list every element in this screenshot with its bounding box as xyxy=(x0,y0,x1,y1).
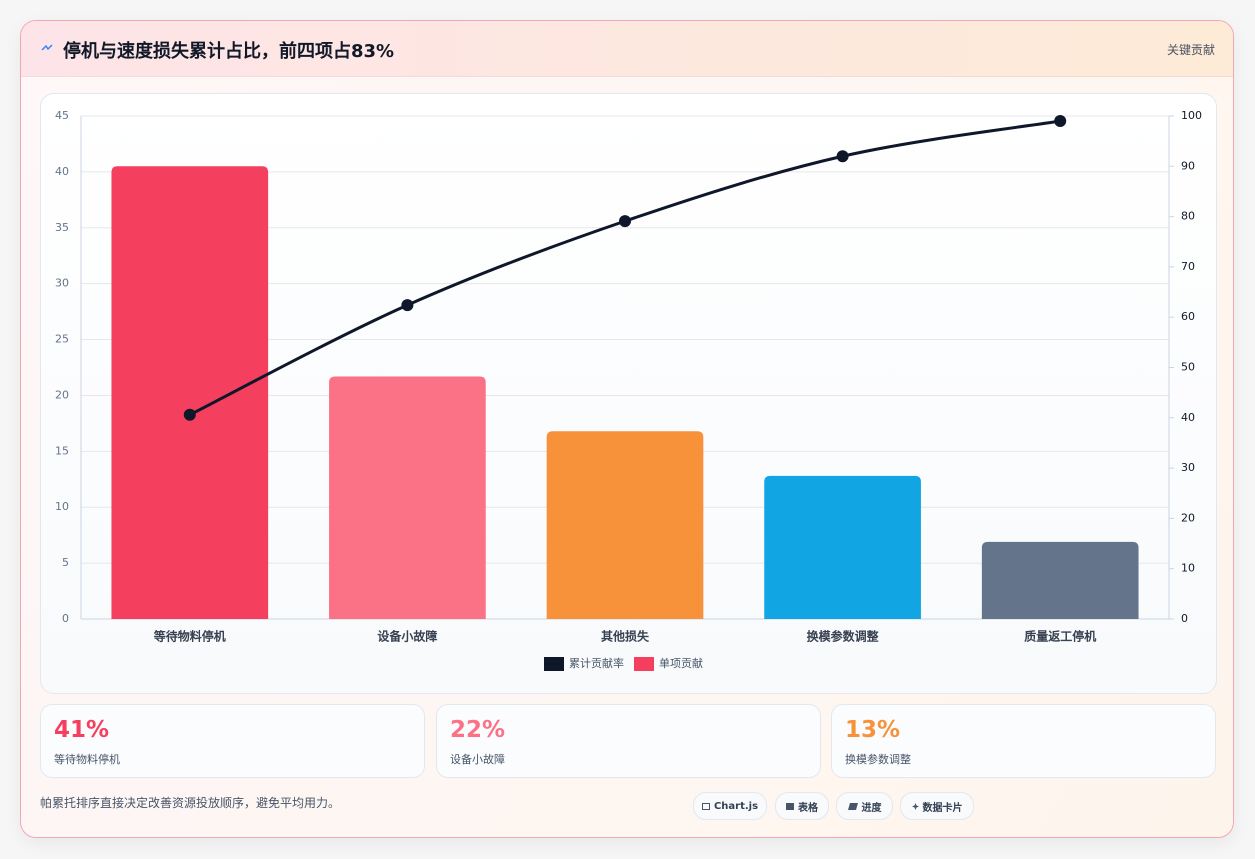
stat-value: 22% xyxy=(450,717,506,743)
y2-tick-label: 0 xyxy=(1181,612,1188,625)
stat-value: 13% xyxy=(845,717,901,743)
point xyxy=(1054,115,1067,128)
y-tick-label: 10 xyxy=(55,500,69,513)
button[interactable]: 数据卡片 xyxy=(900,792,974,820)
x-tick-label: 质量返工停机 xyxy=(1024,629,1096,644)
bar xyxy=(111,166,269,620)
point xyxy=(619,215,631,228)
y2-tick-label: 60 xyxy=(1181,310,1195,323)
y2-tick-label: 90 xyxy=(1181,159,1195,172)
icon xyxy=(41,44,53,51)
x-tick-label: 设备小故障 xyxy=(377,629,437,644)
stat-label: 换模参数调整 xyxy=(845,753,911,766)
stat-card: 13% 换模参数调整 xyxy=(831,704,1216,778)
y-tick-label: 25 xyxy=(55,333,69,346)
y2-tick-label: 40 xyxy=(1181,411,1195,424)
x-tick-label: 等待物料停机 xyxy=(153,629,226,644)
chart-panel: 0 5 10 15 20 25 30 35 40 45 0 10 20 30 40 50 60 70 80 90 100… xyxy=(40,93,1217,694)
button-label: 数据卡片 xyxy=(922,802,963,814)
stat-label: 设备小故障 xyxy=(450,753,505,766)
x-tick-label: 换模参数调整 xyxy=(807,629,879,644)
y-tick-label: 5 xyxy=(62,556,69,569)
legend-label: 单项贡献 xyxy=(659,656,703,670)
y-tick-label: 45 xyxy=(55,109,69,122)
legend-label: 累计贡献率 xyxy=(569,656,624,670)
line xyxy=(189,119,1061,417)
stat-card: 41% 等待物料停机 xyxy=(40,704,425,778)
stat-label: 等待物料停机 xyxy=(54,753,120,766)
button-label: 进度 xyxy=(861,802,882,814)
y2-tick-label: 20 xyxy=(1181,511,1195,524)
tag: 关键贡献 xyxy=(1166,43,1215,57)
y2-tick-label: 50 xyxy=(1181,361,1195,374)
bar xyxy=(981,541,1139,619)
y-tick-label: 35 xyxy=(55,221,69,234)
chart: 0 5 10 15 20 25 30 35 40 45 0 10 20 30 40 50 60 70 80 90 100… xyxy=(55,109,1202,671)
stat-card: 22% 设备小故障 xyxy=(436,704,821,778)
header: 停机与速度损失累计占比，前四项占83% 关键贡献 xyxy=(21,21,1233,77)
y-tick-label: 20 xyxy=(55,388,69,401)
bar xyxy=(329,376,486,619)
stat-value: 41% xyxy=(54,717,110,743)
y-tick-label: 40 xyxy=(55,165,69,178)
y-tick-label: 15 xyxy=(55,444,69,457)
title: 停机与速度损失累计占比，前四项占83% xyxy=(63,41,395,62)
x-tick-label: 其他损失 xyxy=(601,629,650,644)
card: 停机与速度损失累计占比，前四项占83% 关键贡献 0 5 10 15 20 25 30 35 4… xyxy=(20,20,1234,838)
bar xyxy=(546,431,704,619)
point xyxy=(401,299,414,312)
point xyxy=(183,408,196,421)
button[interactable]: 进度 xyxy=(836,792,893,820)
y-tick-label: 30 xyxy=(55,277,69,290)
button-label: Chart.js xyxy=(713,800,759,812)
bar xyxy=(764,475,921,619)
y2-tick-label: 100 xyxy=(1181,109,1202,122)
legend-swatch xyxy=(544,657,564,671)
button[interactable]: 表格 xyxy=(775,792,829,820)
legend-swatch xyxy=(634,657,654,671)
button-label: 表格 xyxy=(798,802,818,814)
y2-tick-label: 80 xyxy=(1181,210,1195,223)
y2-tick-label: 30 xyxy=(1181,461,1195,474)
y2-tick-label: 70 xyxy=(1181,260,1195,273)
y-tick-label: 0 xyxy=(62,612,69,625)
point xyxy=(836,150,849,163)
button[interactable]: Chart.js xyxy=(693,792,767,820)
y2-tick-label: 10 xyxy=(1181,562,1195,575)
footer-note: 帕累托排序直接决定改善资源投放顺序，避免平均用力。 xyxy=(40,796,341,810)
